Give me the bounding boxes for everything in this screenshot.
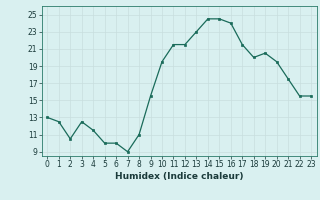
- X-axis label: Humidex (Indice chaleur): Humidex (Indice chaleur): [115, 172, 244, 181]
